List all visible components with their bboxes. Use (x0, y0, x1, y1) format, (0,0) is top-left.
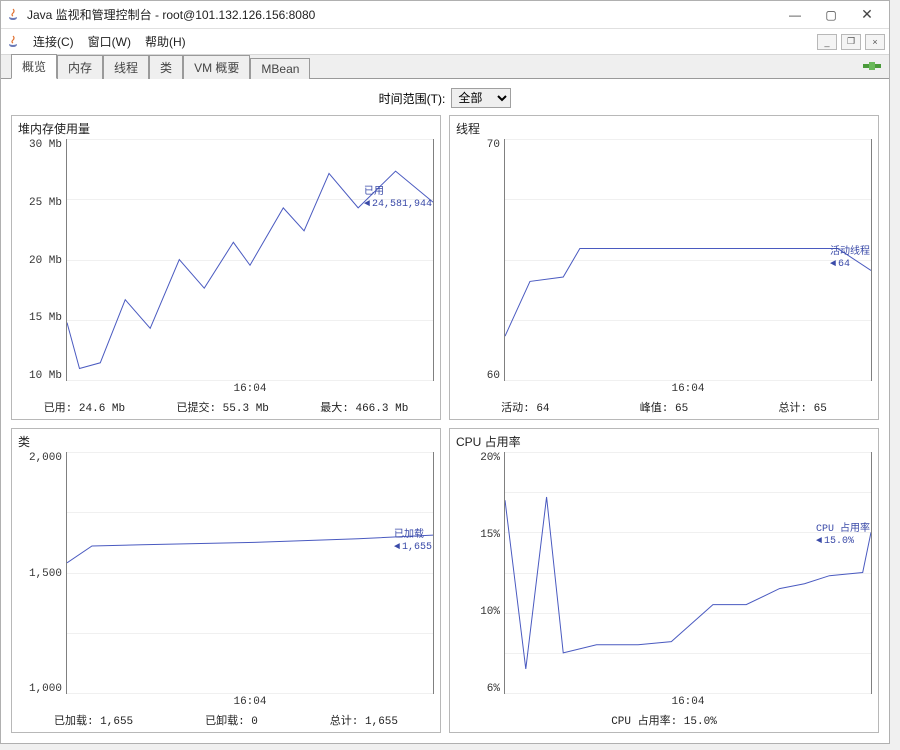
cpu-title: CPU 占用率 (456, 433, 872, 450)
menu-help[interactable]: 帮助(H) (139, 31, 192, 52)
tab-threads[interactable]: 线程 (103, 55, 149, 79)
threads-xtick: 16:04 (504, 381, 872, 397)
window-title: Java 监视和管理控制台 - root@101.132.126.156:808… (27, 6, 777, 23)
menubar: 连接(C) 窗口(W) 帮助(H) _ ❐ × (1, 29, 889, 55)
tab-vmsummary[interactable]: VM 概要 (183, 55, 250, 79)
time-range-select[interactable]: 全部 (451, 88, 511, 108)
heap-chart: 30 Mb25 Mb20 Mb15 Mb10 Mb 已用◄24,581,944 (18, 139, 434, 381)
heap-panel: 堆内存使用量 30 Mb25 Mb20 Mb15 Mb10 Mb 已用◄24,5… (11, 115, 441, 420)
menu-connect[interactable]: 连接(C) (27, 31, 80, 52)
time-range-label: 时间范围(T): (379, 90, 446, 107)
maximize-button[interactable]: ▢ (813, 4, 849, 26)
java-icon (5, 34, 21, 50)
charts-grid: 堆内存使用量 30 Mb25 Mb20 Mb15 Mb10 Mb 已用◄24,5… (11, 115, 879, 733)
threads-chart: 7060 活动线程◄64 (456, 139, 872, 381)
minimize-button[interactable]: — (777, 4, 813, 26)
menu-window[interactable]: 窗口(W) (82, 31, 137, 52)
classes-panel: 类 2,0001,5001,000 已加载◄1,655 16:04 已加载: 1… (11, 428, 441, 733)
close-button[interactable]: ✕ (849, 4, 885, 26)
threads-panel: 线程 7060 活动线程◄64 16:04 活动: 64峰值: 65总计: 65 (449, 115, 879, 420)
inner-restore-button[interactable]: ❐ (841, 34, 861, 50)
tab-classes[interactable]: 类 (149, 55, 183, 79)
classes-title: 类 (18, 433, 434, 450)
classes-chart: 2,0001,5001,000 已加载◄1,655 (18, 452, 434, 694)
inner-minimize-button[interactable]: _ (817, 34, 837, 50)
inner-close-button[interactable]: × (865, 34, 885, 50)
tab-mbean[interactable]: MBean (250, 58, 310, 79)
threads-title: 线程 (456, 120, 872, 137)
app-window: Java 监视和管理控制台 - root@101.132.126.156:808… (0, 0, 890, 744)
connection-status-icon (863, 59, 881, 73)
tab-overview[interactable]: 概览 (11, 54, 57, 79)
time-range-row: 时间范围(T): 全部 (11, 85, 879, 111)
titlebar: Java 监视和管理控制台 - root@101.132.126.156:808… (1, 1, 889, 29)
heap-xtick: 16:04 (66, 381, 434, 397)
heap-title: 堆内存使用量 (18, 120, 434, 137)
tabbar: 概览 内存 线程 类 VM 概要 MBean (1, 55, 889, 79)
cpu-panel: CPU 占用率 20%15%10%6% CPU 占用率◄15.0% 16:04 … (449, 428, 879, 733)
cpu-xtick: 16:04 (504, 694, 872, 710)
content-area: 时间范围(T): 全部 堆内存使用量 30 Mb25 Mb20 Mb15 Mb1… (1, 79, 889, 743)
classes-xtick: 16:04 (66, 694, 434, 710)
tab-memory[interactable]: 内存 (57, 55, 103, 79)
java-icon (5, 7, 21, 23)
cpu-chart: 20%15%10%6% CPU 占用率◄15.0% (456, 452, 872, 694)
